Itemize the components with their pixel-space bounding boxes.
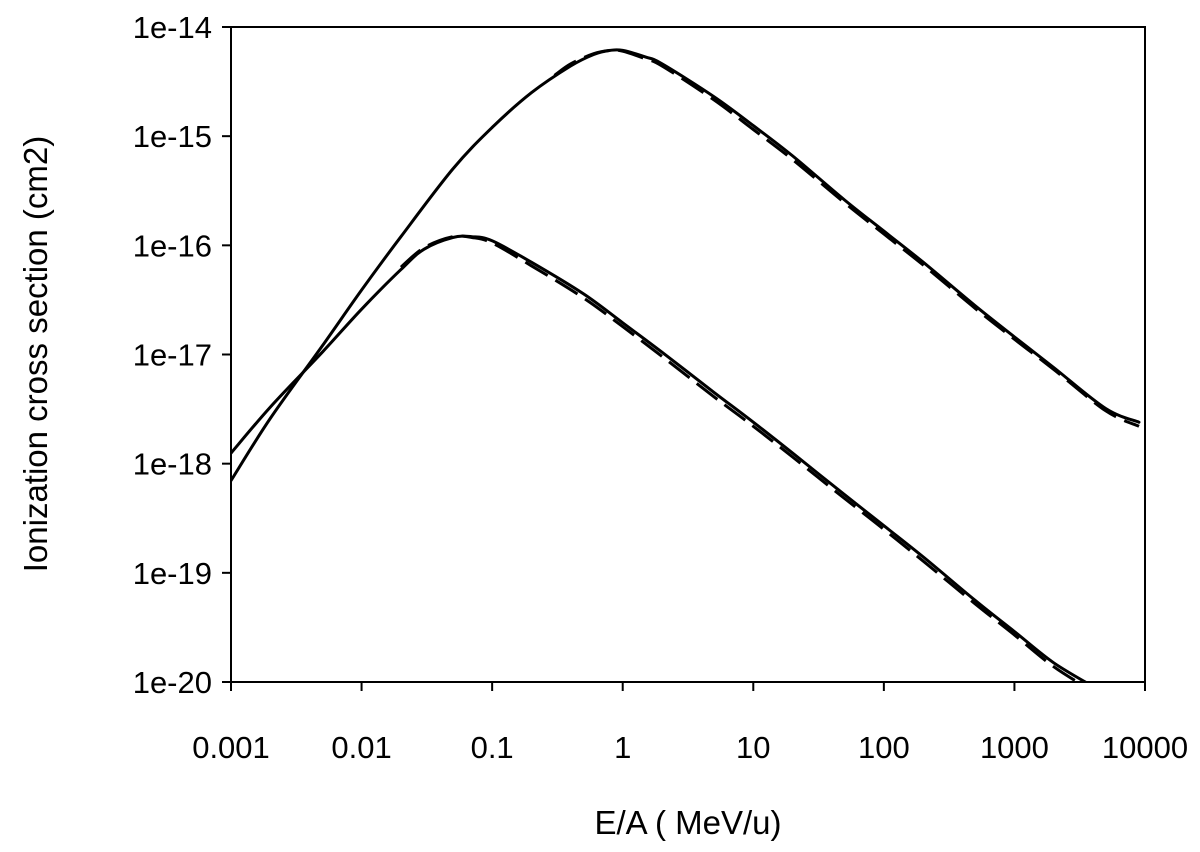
x-tick-label: 0.001: [192, 730, 270, 765]
plot-area-frame: [230, 26, 1146, 683]
y-tick-label: 1e-15: [133, 119, 212, 154]
x-tick-label: 100: [858, 730, 910, 765]
y-tick-label: 1e-19: [133, 556, 212, 591]
x-axis-tick-labels: 0.001 0.01 0.1 1 10 100 1000 10000: [192, 730, 1188, 765]
x-tick-label: 10000: [1102, 730, 1188, 765]
y-tick-label: 1e-18: [133, 447, 212, 482]
x-tick-label: 10: [736, 730, 770, 765]
y-tick-label: 1e-14: [133, 10, 212, 45]
y-tick-label: 1e-20: [133, 665, 212, 700]
y-axis-ticks: [222, 26, 231, 683]
x-tick-label: 1000: [980, 730, 1049, 765]
series-layer: [231, 48, 1141, 682]
x-tick-label: 0.01: [331, 730, 391, 765]
series-line-3: [231, 234, 1089, 682]
series-line-2: [553, 48, 1140, 428]
y-tick-label: 1e-16: [133, 228, 212, 263]
series-line-4: [399, 234, 1081, 682]
x-tick-label: 0.1: [471, 730, 514, 765]
y-axis-tick-labels: 1e-14 1e-15 1e-16 1e-17 1e-18 1e-19 1e-20: [133, 10, 212, 700]
y-axis-title: Ionization cross section (cm2): [17, 136, 54, 573]
x-axis-ticks: [230, 682, 1146, 691]
series-line-1: [231, 48, 1141, 483]
x-axis-title: E/A ( MeV/u): [594, 804, 781, 841]
y-tick-label: 1e-17: [133, 338, 212, 373]
x-tick-label: 1: [614, 730, 631, 765]
